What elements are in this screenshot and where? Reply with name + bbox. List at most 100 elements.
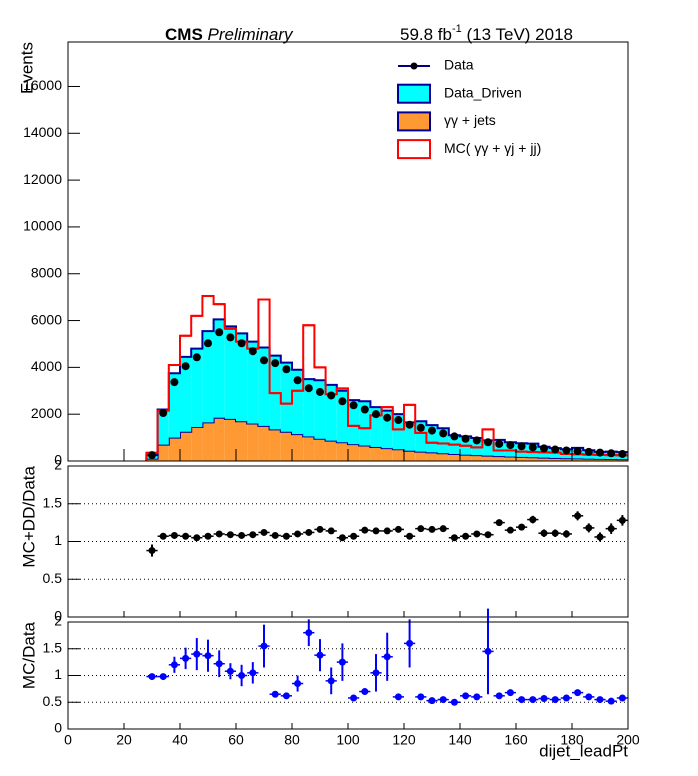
stack-bar (314, 380, 326, 439)
y-axis-label: MC+DD/Data (19, 465, 38, 567)
ratio-point (540, 529, 548, 537)
ratio-point (226, 531, 234, 539)
ratio-point (238, 531, 246, 539)
stack-bar (269, 429, 281, 461)
stack-bar (415, 421, 427, 452)
stack-bar (258, 425, 270, 461)
y-tick-label: 1.5 (43, 639, 63, 655)
ratio-point (204, 532, 212, 540)
stack-bar (157, 444, 169, 461)
stack-bar (359, 401, 371, 446)
stack-bar (392, 414, 404, 450)
y-tick-label: 1.5 (43, 494, 63, 510)
stack-bar (303, 436, 315, 461)
ratio-point (372, 669, 380, 677)
y-tick-label: 1 (54, 532, 62, 548)
ratio-point (238, 672, 246, 679)
ratio-point (394, 693, 402, 701)
stack-bar (538, 457, 550, 461)
ratio-point (294, 680, 302, 688)
ratio-point (170, 531, 178, 539)
legend-swatch (397, 111, 431, 132)
ratio-point (327, 677, 335, 685)
ratio-point (170, 661, 178, 669)
ratio-point (618, 516, 626, 524)
stack-bar (303, 379, 315, 437)
lumi-text: 59.8 fb (400, 25, 452, 44)
data-point (562, 446, 571, 455)
legend-marker (410, 62, 418, 70)
data-point (271, 359, 280, 368)
data-point (484, 438, 492, 447)
ratio-point (473, 693, 481, 701)
data-point (237, 339, 246, 348)
x-tick-label: 120 (392, 732, 416, 748)
ratio-point (495, 519, 503, 527)
y-tick-label: 0 (54, 608, 62, 624)
data-point (360, 405, 369, 414)
y-tick-label: 16000 (23, 77, 62, 93)
stack-bar (504, 456, 516, 461)
stack-bar (325, 384, 337, 441)
data-point (428, 426, 436, 435)
ratio-point (596, 533, 604, 541)
ratio-point (473, 530, 481, 538)
ratio-point (148, 547, 156, 555)
lumi-tail: (13 TeV) 2018 (462, 25, 573, 44)
ratio-point (562, 694, 570, 702)
x-axis-label: dijet_leadPt (539, 741, 628, 760)
stack-bar (146, 458, 158, 461)
data-point (596, 448, 604, 457)
data-point (372, 410, 380, 419)
y-tick-label: 10000 (23, 218, 62, 234)
data-point (226, 333, 235, 342)
stack-bar (236, 333, 248, 422)
ratio-point (193, 534, 201, 542)
stack-bar (493, 439, 505, 457)
y-tick-label: 2 (54, 457, 62, 473)
stack-bar (448, 453, 460, 461)
stack-bar (583, 458, 595, 461)
stack-bar (426, 452, 438, 461)
legend-label: γγ + jets (444, 112, 496, 128)
ratio-point (294, 530, 302, 538)
ratio-point (562, 530, 570, 538)
ratio-point (338, 658, 346, 666)
ratio-point (518, 523, 526, 531)
stack-bar (572, 458, 584, 461)
ratio-point (282, 532, 290, 540)
y-tick-label: 2 (54, 613, 62, 629)
stack-bar (381, 410, 393, 449)
ratio-point (529, 516, 537, 524)
ratio-point (495, 692, 503, 700)
stack-bar (224, 418, 236, 461)
title: CMS Preliminary (165, 25, 294, 44)
y-tick-label: 0 (54, 720, 62, 736)
ratio-point (159, 673, 167, 681)
data-point (607, 449, 616, 458)
data-point (405, 420, 414, 429)
ratio-point (551, 529, 559, 537)
ratio-point (529, 696, 537, 704)
stack-bar (404, 422, 416, 451)
stack-bar (482, 440, 494, 456)
ratio-point (383, 653, 391, 661)
data-point (540, 444, 548, 453)
stack-bar (460, 454, 472, 461)
stack-bar (493, 456, 505, 461)
stack-bar (258, 347, 270, 426)
ratio-point (383, 527, 391, 535)
ratio-point (428, 525, 436, 533)
ratio-point (316, 651, 324, 659)
ratio-point (585, 524, 593, 532)
legend-swatch (397, 83, 431, 104)
ratio-point (450, 534, 458, 542)
x-tick-label: 60 (228, 732, 244, 748)
ratio-point (271, 690, 279, 698)
ratio-point (182, 654, 190, 662)
x-tick-label: 40 (172, 732, 188, 748)
ratio-point (551, 696, 559, 704)
x-tick-label: 100 (336, 732, 360, 748)
ratio-point (260, 642, 268, 650)
